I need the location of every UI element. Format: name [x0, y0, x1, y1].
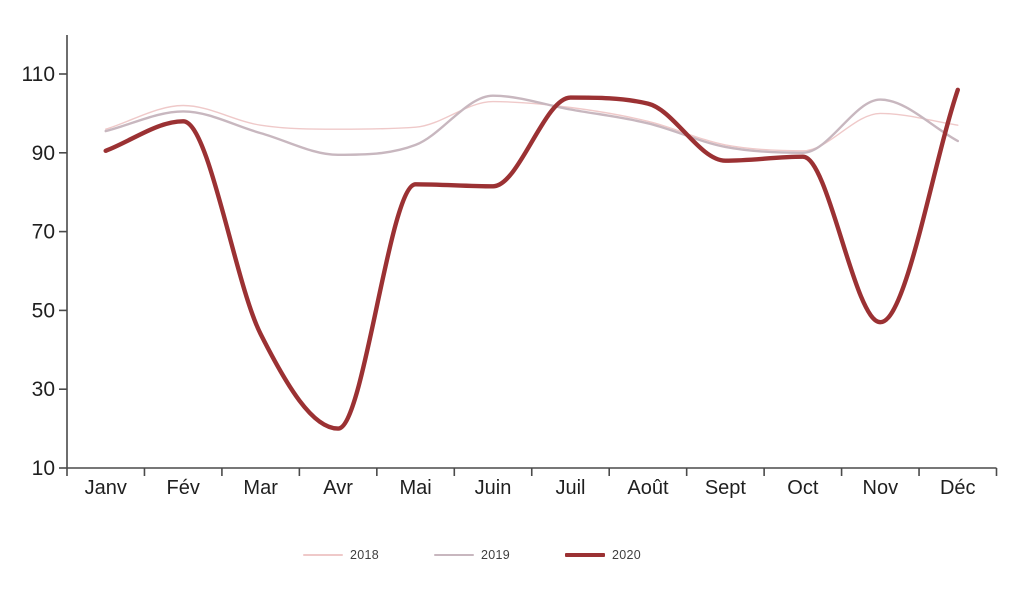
legend-line-swatch: [303, 554, 343, 556]
x-axis-label: Déc: [940, 477, 976, 499]
x-axis-label: Août: [627, 477, 669, 499]
series-line-2018: [105, 100, 959, 152]
x-axis-label: Fév: [167, 477, 200, 499]
legend-line-swatch: [565, 553, 606, 557]
series-line-2020: [103, 87, 960, 431]
y-axis-label: 50: [32, 299, 55, 322]
chart-legend: 2018 2019 2020: [303, 546, 641, 564]
legend-item-2019: 2019: [434, 548, 510, 562]
x-axis-label: Sept: [705, 477, 747, 499]
y-axis-label: 30: [32, 378, 55, 401]
x-axis-label: Oct: [787, 477, 819, 499]
x-axis-label: Juin: [475, 477, 512, 499]
x-axis-label: Juil: [555, 477, 585, 499]
x-axis-label: Mai: [399, 477, 431, 499]
legend-label: 2018: [350, 548, 380, 562]
legend-item-2018: 2018: [303, 548, 379, 562]
x-axis-label: Avr: [323, 477, 353, 499]
legend-item-2020: 2020: [565, 548, 641, 562]
x-axis-label: Mar: [243, 477, 278, 499]
y-axis-label: 10: [32, 457, 55, 480]
legend-label: 2020: [612, 548, 642, 562]
x-axis-label: Nov: [863, 477, 899, 499]
y-axis-label: 110: [22, 63, 55, 86]
series-line-2019: [104, 94, 959, 156]
legend-label: 2019: [481, 548, 511, 562]
legend-line-swatch: [434, 553, 475, 557]
x-axis-label: Janv: [85, 477, 127, 499]
y-axis-label: 90: [32, 142, 55, 165]
y-axis-label: 70: [32, 221, 55, 244]
